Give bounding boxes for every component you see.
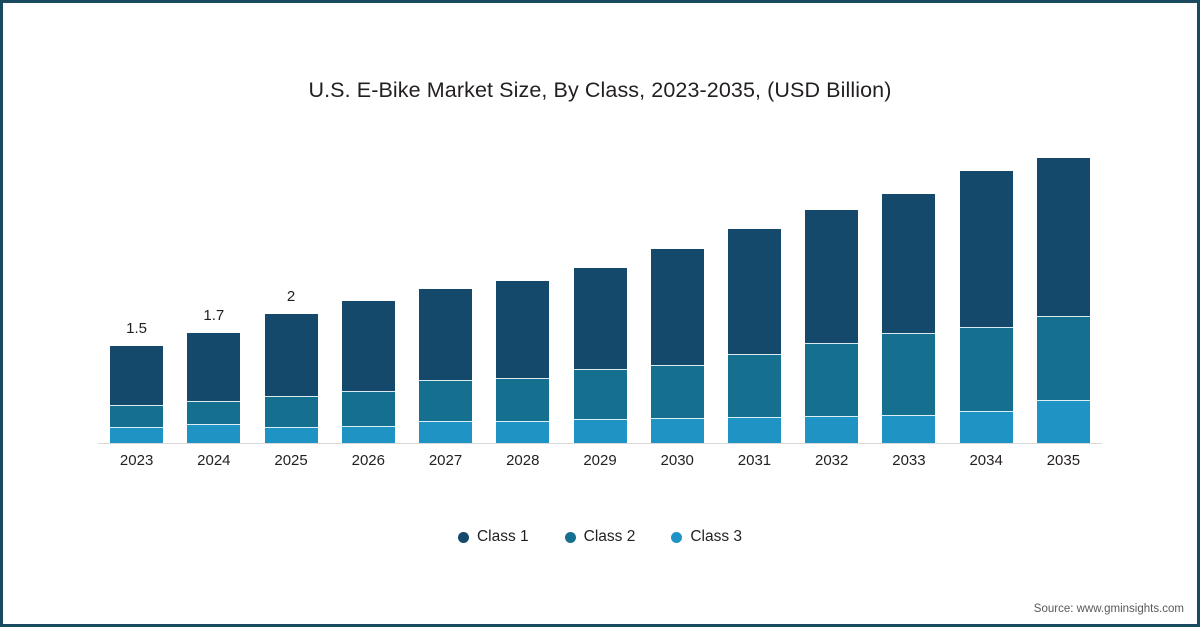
bar-stack[interactable] [264, 313, 318, 443]
bar-segment-class-2[interactable] [419, 380, 473, 421]
x-tick-label-2034: 2034 [969, 452, 1003, 469]
x-tick-label-2035: 2035 [1046, 452, 1081, 469]
legend-item-class-1[interactable]: Class 1 [457, 528, 529, 546]
x-tick-label-2030: 2030 [660, 452, 694, 469]
bar-segment-class-1[interactable] [882, 193, 936, 333]
bar-segment-class-2[interactable] [959, 326, 1013, 411]
bar-segment-class-3[interactable] [341, 425, 395, 443]
x-tick-label-2033: 2033 [892, 452, 926, 469]
bar-segment-class-3[interactable] [496, 420, 550, 443]
bar-segment-class-2[interactable] [110, 404, 164, 427]
bar-stack[interactable] [805, 210, 859, 443]
x-axis-line [98, 443, 1102, 444]
bar-stack[interactable] [187, 333, 241, 443]
bar-stack[interactable] [959, 171, 1013, 443]
bar-value-label: 1.5 [126, 319, 148, 337]
bar-segment-class-2[interactable] [264, 395, 318, 427]
bar-segment-class-3[interactable] [959, 410, 1013, 443]
bar-value-label: 2 [286, 287, 296, 305]
bar-segment-class-3[interactable] [419, 420, 473, 443]
bar-stack[interactable] [882, 193, 936, 443]
x-tick-label-2029: 2029 [583, 452, 617, 469]
bar-segment-class-2[interactable] [573, 368, 627, 420]
x-tick-label-2031: 2031 [737, 452, 772, 469]
legend-item-class-3[interactable]: Class 3 [671, 528, 742, 546]
bar-segment-class-1[interactable] [264, 313, 318, 396]
x-tick-label-2024: 2024 [197, 452, 231, 469]
x-tick-label-2025: 2025 [274, 452, 308, 469]
bar-stack[interactable] [650, 248, 704, 443]
bar-stack[interactable] [727, 229, 781, 443]
bar-segment-class-1[interactable] [805, 210, 859, 343]
bar-stack[interactable] [573, 268, 627, 443]
bar-segment-class-2[interactable] [650, 364, 704, 418]
chart-legend: Class 1 Class 2 Class 3 [0, 528, 1200, 546]
bar-segment-class-3[interactable] [264, 426, 318, 443]
bar-segment-class-3[interactable] [882, 414, 936, 443]
bar-segment-class-3[interactable] [573, 419, 627, 443]
bar-segment-class-3[interactable] [805, 415, 859, 443]
bar-segment-class-3[interactable] [650, 417, 704, 443]
x-tick-label-2023: 2023 [119, 452, 154, 469]
legend-label: Class 2 [583, 528, 636, 545]
bar-segment-class-1[interactable] [496, 281, 550, 379]
bar-segment-class-3[interactable] [727, 417, 781, 443]
bar-segment-class-1[interactable] [650, 248, 704, 365]
bar-segment-class-1[interactable] [727, 229, 781, 355]
bar-stack[interactable] [341, 300, 395, 443]
bar-segment-class-1[interactable] [573, 268, 627, 369]
bar-segment-class-2[interactable] [1036, 315, 1090, 401]
legend-label: Class 3 [690, 528, 743, 545]
chart-title: U.S. E-Bike Market Size, By Class, 2023-… [308, 78, 892, 102]
bar-stack[interactable] [419, 289, 473, 443]
legend-marker-icon [671, 531, 683, 543]
legend-label: Class 1 [476, 528, 529, 545]
bar-value-label: 1.7 [203, 307, 225, 324]
bar-segment-class-2[interactable] [882, 332, 936, 415]
bar-segment-class-1[interactable] [959, 171, 1013, 327]
bar-stack[interactable] [1036, 158, 1090, 443]
x-tick-label-2028: 2028 [506, 452, 540, 469]
legend-marker-icon [564, 531, 576, 543]
bar-stack[interactable] [110, 345, 164, 443]
x-tick-label-2032: 2032 [815, 452, 849, 469]
bar-segment-class-2[interactable] [187, 400, 241, 425]
legend-item-class-2[interactable]: Class 2 [564, 528, 636, 546]
bar-segment-class-3[interactable] [110, 426, 164, 443]
bar-segment-class-2[interactable] [805, 342, 859, 416]
bar-segment-class-2[interactable] [496, 378, 550, 421]
bar-stack[interactable] [496, 281, 550, 443]
bar-segment-class-2[interactable] [727, 354, 781, 418]
bar-segment-class-1[interactable] [187, 333, 241, 401]
bar-segment-class-3[interactable] [187, 424, 241, 443]
x-tick-label-2027: 2027 [428, 452, 463, 469]
x-tick-label-2026: 2026 [351, 452, 385, 469]
bar-segment-class-2[interactable] [341, 391, 395, 426]
bar-segment-class-1[interactable] [110, 345, 164, 405]
bar-segment-class-3[interactable] [1036, 400, 1090, 443]
source-note: Source: www.gminsights.com [1033, 603, 1184, 615]
legend-marker-icon [457, 531, 469, 543]
bar-segment-class-1[interactable] [419, 289, 473, 381]
bar-segment-class-1[interactable] [341, 300, 395, 392]
bar-segment-class-1[interactable] [1036, 158, 1090, 316]
